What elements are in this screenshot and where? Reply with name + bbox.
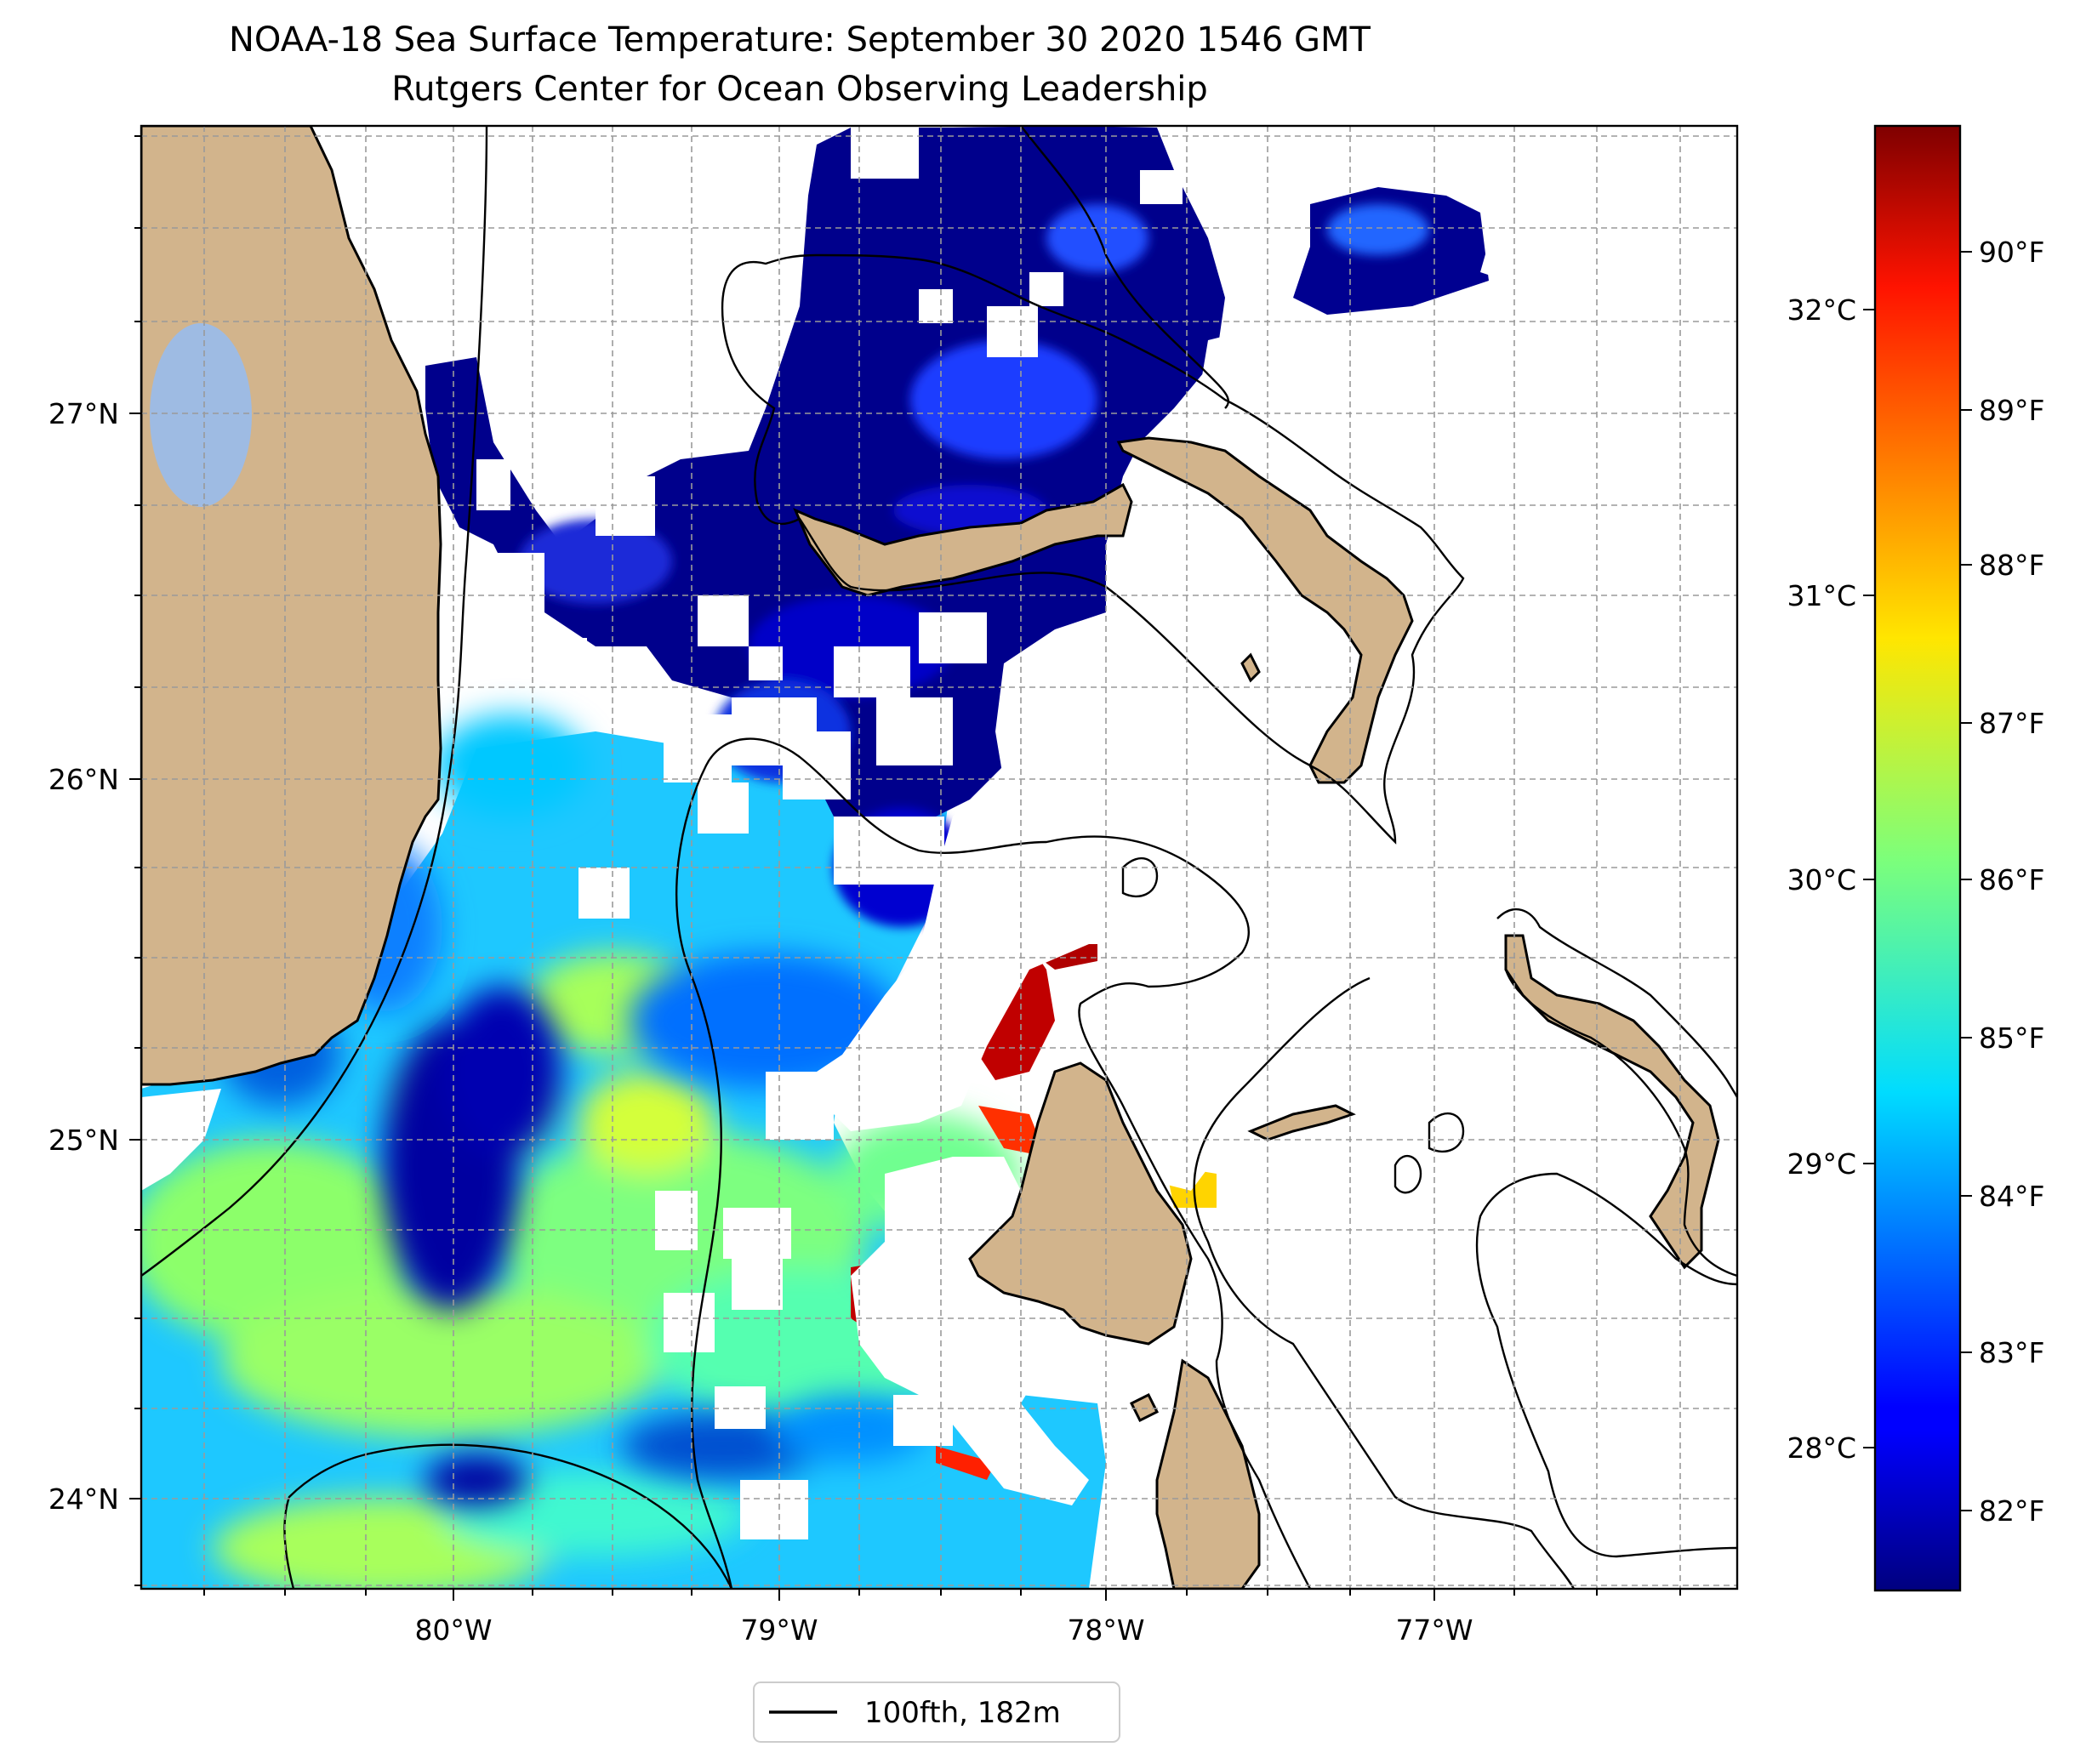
colorbar-celsius-label: 29°C xyxy=(1787,1147,1856,1181)
map-title: NOAA-18 Sea Surface Temperature: Septemb… xyxy=(229,20,1371,60)
map-subtitle: Rutgers Center for Ocean Observing Leade… xyxy=(391,70,1208,109)
colorbar-celsius-label: 30°C xyxy=(1787,863,1856,896)
colorbar-celsius-label: 31°C xyxy=(1787,579,1856,612)
eleuthera-land xyxy=(1504,934,1720,1270)
lon-tick-label: 79°W xyxy=(740,1613,818,1647)
legend-label: 100fth, 182m xyxy=(864,1696,1061,1730)
lake-okeechobee xyxy=(150,323,252,507)
lon-tick-label: 80°W xyxy=(414,1613,492,1647)
colorbar-gradient xyxy=(1873,124,1962,1592)
map-plot-area xyxy=(141,126,1737,1589)
colorbar-fahrenheit-label: 83°F xyxy=(1979,1336,2044,1369)
abaco-land xyxy=(1116,436,1414,784)
colorbar-fahrenheit-label: 87°F xyxy=(1979,707,2044,740)
colorbar-fahrenheit-label: 88°F xyxy=(1979,549,2044,582)
legend: 100fth, 182m xyxy=(753,1681,1120,1743)
lat-tick-label: 25°N xyxy=(48,1124,119,1157)
colorbar-fahrenheit-label: 89°F xyxy=(1979,394,2044,427)
colorbar: 32°C 31°C 30°C 29°C 28°C 90°F 89°F 88°F … xyxy=(1787,124,2044,1592)
lat-tick-label: 27°N xyxy=(48,397,119,430)
map-gridlines xyxy=(141,126,1737,1589)
map-frame xyxy=(140,124,1739,1590)
sst-field xyxy=(141,126,1737,1589)
berry-islands-land xyxy=(1247,1104,1356,1141)
grand-bahama-land xyxy=(793,482,1133,597)
lat-tick-label: 24°N xyxy=(48,1482,119,1516)
lon-ticks xyxy=(203,1589,1681,1601)
lat-ticks xyxy=(129,135,141,1586)
lat-tick-label: 26°N xyxy=(48,763,119,796)
legend-box xyxy=(753,1681,1120,1743)
colorbar-fahrenheit-label: 86°F xyxy=(1979,863,2044,896)
isobath-100fth xyxy=(141,126,1737,1589)
colorbar-fahrenheit-label: 82°F xyxy=(1979,1494,2044,1528)
lon-tick-label: 77°W xyxy=(1395,1613,1473,1647)
colorbar-fahrenheit-label: 90°F xyxy=(1979,236,2044,269)
lon-tick-label: 78°W xyxy=(1067,1613,1144,1647)
colorbar-celsius-label: 28°C xyxy=(1787,1431,1856,1465)
colorbar-fahrenheit-label: 84°F xyxy=(1979,1180,2044,1213)
colorbar-fahrenheit-label: 85°F xyxy=(1979,1021,2044,1055)
colorbar-celsius-label: 32°C xyxy=(1787,293,1856,327)
